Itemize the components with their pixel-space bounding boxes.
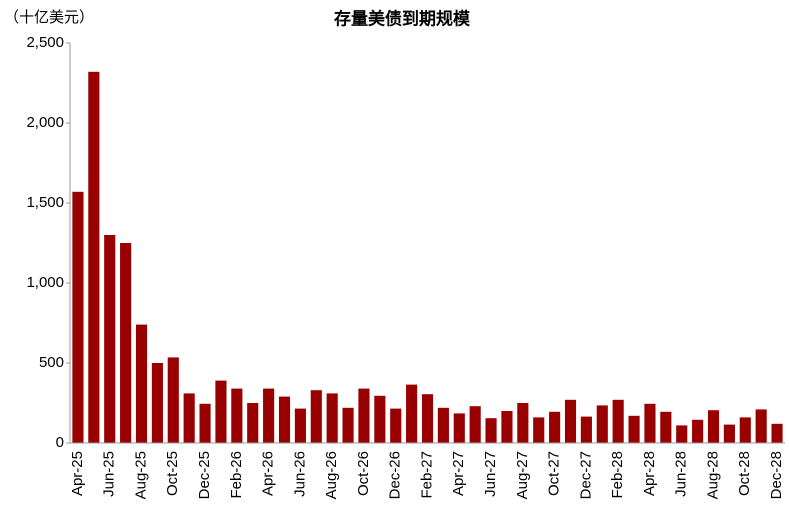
bar [533, 417, 545, 443]
bar [453, 413, 465, 443]
bar [469, 406, 481, 443]
x-tick-label: Oct-28 [736, 451, 753, 496]
bar [135, 324, 148, 443]
bar [501, 411, 513, 443]
bar [120, 243, 132, 443]
bar [580, 416, 592, 443]
x-tick-label: Feb-28 [609, 451, 626, 499]
bar [517, 403, 529, 443]
x-tick-label: Feb-26 [228, 451, 245, 499]
bar [151, 363, 163, 443]
x-tick-label: Apr-26 [260, 451, 277, 496]
bar [310, 390, 322, 443]
bar [358, 388, 370, 443]
bar [390, 408, 402, 443]
x-tick-label: Aug-28 [704, 451, 721, 499]
x-tick-label: Jun-27 [482, 451, 499, 497]
bar [88, 71, 100, 444]
bar [549, 411, 561, 443]
bar [247, 403, 259, 443]
x-tick-label: Oct-26 [355, 451, 372, 496]
bar [199, 403, 211, 443]
bar [294, 408, 306, 443]
x-tick-label: Aug-26 [323, 451, 340, 499]
y-tick-label: 0 [56, 434, 64, 451]
x-tick-label: Dec-25 [196, 451, 213, 499]
x-tick-label: Dec-27 [577, 451, 594, 499]
y-axis-label: （十亿美元） [4, 9, 94, 26]
bar [771, 423, 783, 443]
bar [739, 417, 751, 443]
bar [183, 393, 195, 443]
chart-title: 存量美债到期规模 [334, 8, 471, 28]
bar [326, 393, 338, 443]
y-tick-label: 2,000 [26, 114, 64, 131]
y-tick-label: 2,500 [26, 34, 64, 51]
x-tick-label: Oct-25 [164, 451, 181, 496]
bar [564, 399, 577, 443]
bar [167, 357, 179, 443]
y-tick-label: 500 [39, 354, 64, 371]
bar [406, 384, 418, 443]
x-tick-label: Apr-25 [69, 451, 86, 496]
bar [374, 395, 386, 443]
bar [755, 409, 767, 443]
x-tick-label: Aug-27 [514, 451, 531, 499]
bar [278, 396, 291, 443]
bar [485, 418, 497, 443]
bar [342, 407, 354, 443]
bar [421, 394, 434, 443]
x-tick-label: Dec-28 [768, 451, 785, 499]
bar [660, 411, 672, 443]
bar [628, 415, 640, 443]
x-tick-label: Aug-25 [132, 451, 149, 499]
bar [104, 235, 116, 443]
x-tick-label: Apr-27 [450, 451, 467, 496]
x-tick-label: Apr-28 [641, 451, 658, 496]
bar [215, 380, 227, 443]
bar [596, 405, 608, 443]
bar [231, 388, 243, 443]
x-tick-label: Oct-27 [546, 451, 563, 496]
y-tick-label: 1,500 [26, 194, 64, 211]
y-tick-label: 1,000 [26, 274, 64, 291]
bar [612, 399, 624, 443]
x-tick-label: Jun-26 [291, 451, 308, 497]
bar [72, 191, 84, 443]
x-tick-label: Jun-25 [101, 451, 118, 497]
bar [644, 403, 656, 443]
bar [692, 419, 704, 443]
x-tick-label: Feb-27 [418, 451, 435, 499]
bar [676, 425, 688, 443]
bar [437, 407, 449, 443]
bar [263, 388, 275, 443]
x-tick-label: Jun-28 [673, 451, 690, 497]
bar [723, 424, 735, 443]
x-tick-label: Dec-26 [387, 451, 404, 499]
bar [707, 410, 720, 443]
